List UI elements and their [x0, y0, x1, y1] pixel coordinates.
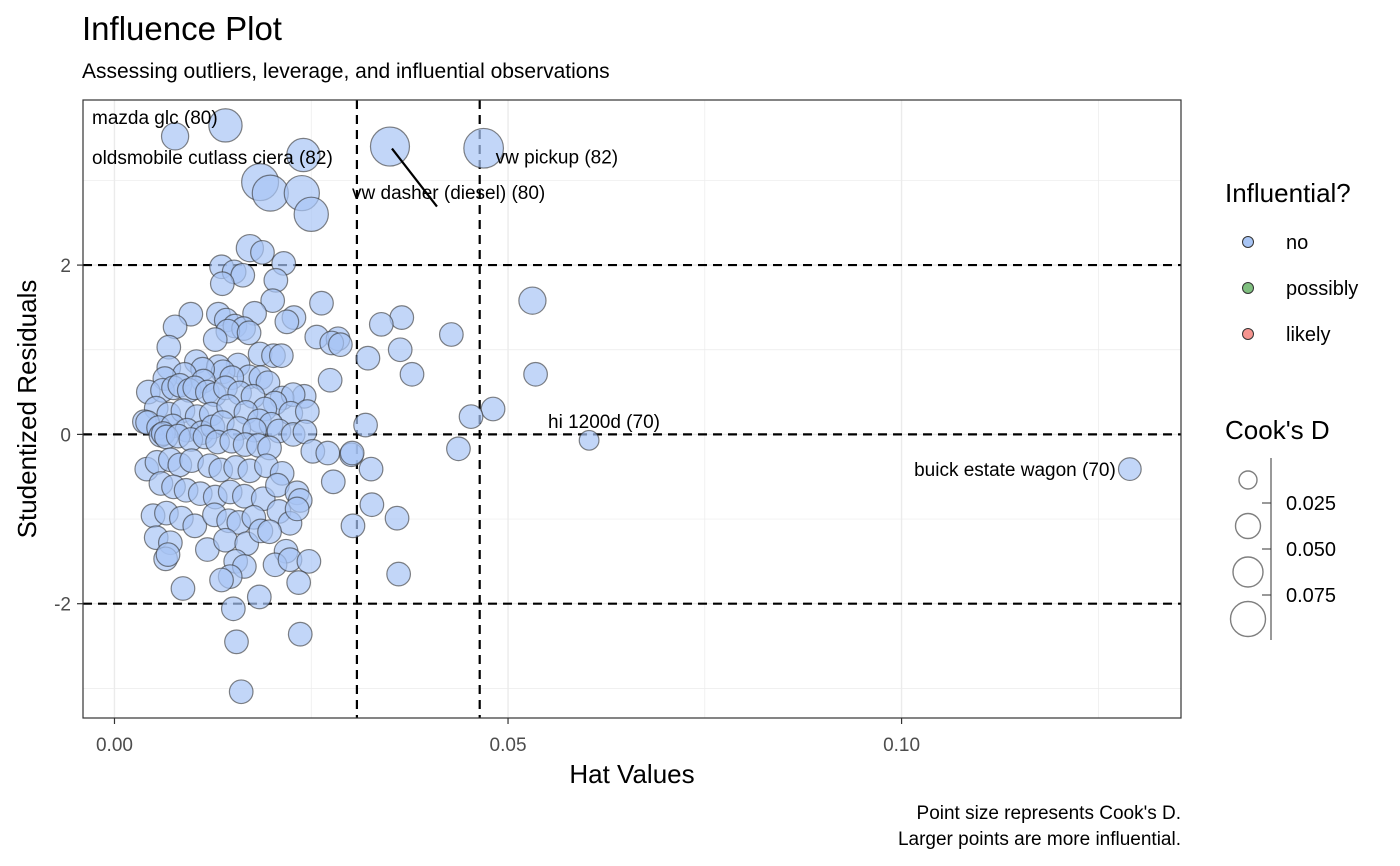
- data-point: [251, 174, 289, 212]
- point-label: buick estate wagon (70): [914, 460, 1116, 481]
- x-tick-label: 0.05: [490, 735, 527, 756]
- label-leader-line: [391, 147, 438, 208]
- legend-influential: Influential? no possibly likely: [1225, 178, 1358, 346]
- labeled-data-point: [578, 429, 600, 451]
- data-point: [315, 440, 341, 466]
- data-point: [386, 561, 412, 587]
- legend-key-no: [1242, 236, 1254, 248]
- data-point: [260, 288, 286, 314]
- labeled-data-point: [369, 126, 411, 167]
- data-point: [320, 469, 346, 495]
- data-point: [213, 527, 238, 553]
- data-point: [263, 267, 289, 293]
- data-point: [458, 404, 484, 430]
- plot-panel: mazda glc (80) oldsmobile cutlass ciera (…: [82, 99, 1182, 719]
- data-point: [384, 505, 410, 531]
- point-label: hi 1200d (70): [548, 412, 660, 433]
- point-label: mazda glc (80): [92, 108, 218, 129]
- point-label: oldsmobile cutlass ciera (82): [92, 148, 333, 169]
- data-point: [368, 311, 394, 337]
- chart-title: Influence Plot: [82, 10, 282, 47]
- data-point: [387, 337, 413, 363]
- data-point: [160, 122, 190, 151]
- data-point: [359, 492, 385, 518]
- chart-subtitle: Assessing outliers, leverage, and influe…: [82, 60, 610, 83]
- data-point: [268, 343, 294, 369]
- labeled-data-point: [208, 108, 243, 143]
- data-point: [480, 396, 506, 422]
- legend-cooks-label: 0.075: [1286, 585, 1336, 607]
- labeled-data-point: [463, 127, 505, 169]
- x-tick-label: 0.10: [883, 735, 920, 756]
- data-point: [224, 629, 249, 655]
- caption-line-2: Larger points are more influential.: [898, 829, 1181, 850]
- data-point: [523, 361, 548, 387]
- legend-cooks-label: 0.025: [1286, 493, 1336, 515]
- legend-key-likely: [1242, 328, 1254, 340]
- data-point: [246, 584, 272, 610]
- data-point: [399, 361, 425, 387]
- y-tick-label: 0: [60, 425, 71, 446]
- data-point: [438, 322, 464, 347]
- y-axis-ticks: -2 0 2: [54, 256, 83, 616]
- data-point: [209, 271, 235, 297]
- data-point: [353, 412, 378, 438]
- point-label: vw pickup (82): [496, 147, 619, 168]
- legend-cooks-label: 0.050: [1286, 539, 1336, 561]
- data-point: [220, 596, 246, 622]
- data-point: [155, 542, 181, 568]
- legend-size-key: [1234, 512, 1262, 540]
- legend-label-no: no: [1286, 232, 1308, 254]
- data-point: [202, 327, 228, 352]
- legend-size-key: [1232, 556, 1264, 588]
- data-points: [131, 108, 1142, 705]
- point-label: vw dasher (diesel) (80): [352, 183, 545, 204]
- data-point: [284, 496, 310, 522]
- data-point: [209, 567, 234, 593]
- legend-size-key: [1238, 470, 1258, 490]
- data-point: [446, 436, 471, 462]
- point-labels: mazda glc (80) oldsmobile cutlass ciera (…: [92, 108, 1116, 481]
- x-axis-title: Hat Values: [569, 759, 694, 789]
- y-tick-label: 2: [60, 256, 71, 277]
- caption-line-1: Point size represents Cook's D.: [917, 803, 1181, 824]
- data-point: [250, 239, 275, 265]
- data-point: [327, 332, 353, 358]
- x-tick-label: 0.00: [96, 735, 133, 756]
- legend-size-key: [1229, 600, 1267, 638]
- y-tick-label: -2: [54, 595, 71, 616]
- panel-border: [82, 99, 1182, 719]
- data-point: [236, 320, 262, 346]
- data-point: [340, 513, 366, 539]
- data-point: [518, 286, 547, 315]
- labeled-data-point: [1117, 457, 1142, 482]
- data-point: [287, 621, 313, 647]
- legend-key-possibly: [1242, 282, 1254, 294]
- data-point: [358, 456, 384, 482]
- data-point: [317, 367, 343, 393]
- x-axis-ticks: 0.00 0.05 0.10: [96, 718, 920, 756]
- data-point: [309, 290, 334, 316]
- data-point: [228, 679, 254, 705]
- data-point: [286, 570, 312, 595]
- data-point: [293, 196, 329, 233]
- y-axis-title: Studentized Residuals: [12, 280, 42, 539]
- legend-cooks-d: Cook's D 0.025 0.050 0.075: [1225, 415, 1336, 640]
- data-point: [182, 513, 208, 539]
- data-point: [339, 440, 365, 466]
- legend-cooks-title: Cook's D: [1225, 415, 1330, 445]
- legend-label-possibly: possibly: [1286, 278, 1358, 300]
- legend-label-likely: likely: [1286, 324, 1330, 346]
- data-point: [170, 576, 196, 601]
- data-point: [355, 345, 381, 371]
- data-point: [274, 309, 300, 335]
- labeled-data-point: [286, 137, 321, 173]
- data-point: [296, 548, 322, 574]
- data-point: [257, 519, 282, 545]
- legend-influential-title: Influential?: [1225, 178, 1351, 208]
